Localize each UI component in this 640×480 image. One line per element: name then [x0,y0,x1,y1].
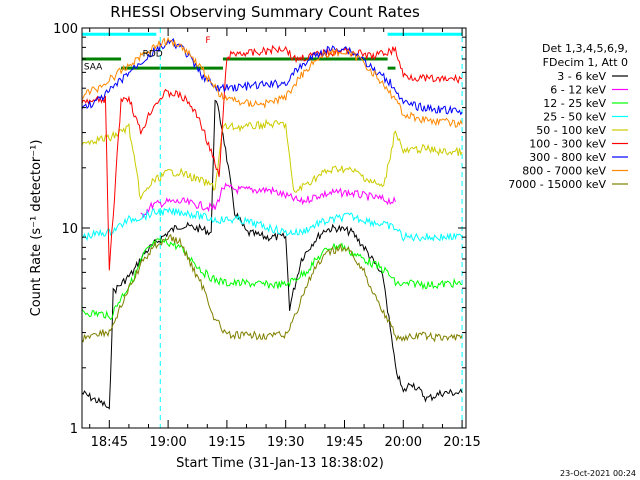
plot-frame [81,27,467,429]
series-line-7 [81,36,463,128]
legend-label-3: 25 - 50 keV [543,111,606,124]
series-line-3 [81,206,463,242]
y-axis-label: Count Rate (s⁻¹ detector⁻¹) [29,140,44,317]
series-line-6 [81,37,463,116]
annotation-saa: SAA [84,63,103,73]
series-line-2 [81,237,463,321]
legend-label-6: 300 - 800 keV [529,151,606,164]
series-line-0 [81,99,463,410]
x-axis-label: Start Time (31-Jan-13 18:38:02) [176,456,384,471]
legend-header-line-1: Det 1,3,4,5,6,9, [542,42,628,55]
legend-label-5: 100 - 300 keV [529,138,606,151]
series-line-8 [81,233,463,343]
chart-title: RHESSI Observing Summary Count Rates [110,3,420,21]
x-tick-label-3: 19:30 [267,435,304,450]
y-tick-label-2: 100 [53,22,78,37]
y-tick-label-0: 1 [70,422,78,437]
x-tick-label-1: 19:00 [149,435,186,450]
annotation-f: F [205,36,210,46]
series-line-4 [81,118,463,201]
annotation-layer: SAA RDD F [84,36,211,72]
timestamp: 23-Oct-2021 00:24 [560,469,636,478]
x-tick-label-4: 19:45 [326,435,363,450]
legend-label-2: 12 - 25 keV [543,97,606,110]
legend: Det 1,3,4,5,6,9, FDecim 1, Att 0 3 - 6 k… [508,42,628,191]
annotation-rdd: RDD [143,50,163,60]
axes-layer: 1 10 100 18:45 19:00 19:15 19:30 19:45 20:00 20:1… [53,22,481,450]
x-tick-label-2: 19:15 [208,435,245,450]
series-line-1 [140,182,396,219]
legend-header-line-2: FDecim 1, Att 0 [543,56,628,69]
legend-label-0: 3 - 6 keV [557,70,606,83]
x-tick-label-0: 18:45 [91,435,128,450]
x-tick-label-6: 20:15 [443,435,480,450]
legend-label-4: 50 - 100 keV [536,124,606,137]
y-tick-label-1: 10 [61,222,78,237]
legend-label-7: 800 - 7000 keV [522,165,606,178]
legend-label-1: 6 - 12 keV [550,84,606,97]
legend-label-8: 7000 - 15000 keV [508,178,606,191]
data-layer [81,28,463,428]
series-line-5 [81,44,463,271]
x-tick-label-5: 20:00 [385,435,422,450]
